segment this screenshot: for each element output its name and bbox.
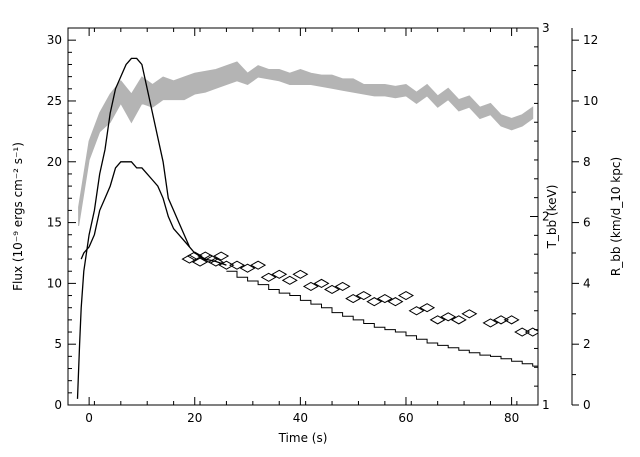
radius-diamond-point (482, 318, 499, 328)
radius-diamond-point (213, 251, 230, 261)
x-tick-label: 0 (85, 411, 93, 425)
x-axis-label: Time (s) (278, 431, 328, 445)
radius-diamond-point (419, 303, 436, 313)
radius-diamond-point (260, 272, 277, 282)
radius-diamond-point (408, 306, 425, 316)
radius-diamond-point (345, 294, 362, 304)
radius-diamond-point (461, 309, 478, 319)
y-left-tick-label: 5 (54, 337, 62, 351)
radius-diamond-point (514, 327, 531, 337)
y-radius-tick-label: 4 (583, 276, 591, 290)
radius-diamond-point (271, 269, 288, 279)
y-left-tick-label: 30 (47, 33, 62, 47)
y-radius-axis-label: R_bb (km/d_10 kpc) (609, 157, 623, 276)
y-left-tick-label: 15 (47, 216, 62, 230)
y-left-axis-label: Flux (10⁻⁹ ergs cm⁻² s⁻¹) (11, 142, 25, 291)
radius-diamond-point (207, 257, 224, 267)
y-left-tick-label: 10 (47, 276, 62, 290)
radius-diamond-point (192, 257, 209, 267)
radius-diamond-point (302, 281, 319, 292)
black-flux-secondary-line (80, 161, 227, 266)
radius-diamond-point (334, 281, 351, 292)
radius-diamond-point (397, 290, 414, 301)
radius-diamond-point (239, 263, 256, 273)
radius-diamond-point (355, 290, 372, 301)
radius-diamond-point (493, 315, 510, 325)
radius-diamond-point (387, 297, 404, 307)
x-tick-label: 20 (187, 411, 202, 425)
radius-diamond-point (503, 315, 520, 325)
radius-diamond-point (376, 294, 393, 304)
radius-diamond-point (440, 312, 457, 322)
y-left-tick-label: 20 (47, 155, 62, 169)
radius-diamond-point (186, 251, 203, 261)
axis-labels: Time (s) Flux (10⁻⁹ ergs cm⁻² s⁻¹) T_bb (k… (11, 142, 623, 445)
radius-diamond-point (429, 315, 446, 325)
radius-diamond-point (292, 269, 309, 279)
y-radius-tick-label: 6 (583, 216, 591, 230)
radius-diamond-point (218, 260, 235, 270)
y-left-tick-label: 25 (47, 94, 62, 108)
radius-diamond-point (366, 297, 383, 307)
y-temperature-tick-label: 1 (542, 398, 550, 412)
temperature-band (78, 61, 534, 226)
x-tick-label: 60 (398, 411, 413, 425)
x-tick-label: 80 (504, 411, 519, 425)
y-radius-tick-label: 12 (583, 33, 598, 47)
radius-diamond-point (313, 278, 330, 288)
flux-step-line (226, 270, 538, 367)
y-left-tick-label: 0 (54, 398, 62, 412)
radius-diamond-point (250, 260, 267, 270)
y-temperature-tick-label: 2 (542, 210, 550, 224)
y-radius-tick-label: 2 (583, 337, 591, 351)
radius-diamond-point (281, 275, 298, 285)
x-tick-label: 40 (293, 411, 308, 425)
y-radius-tick-label: 10 (583, 94, 598, 108)
radius-diamond-point (524, 327, 538, 337)
radius-diamond-point (228, 260, 245, 270)
black-flux-high-resolution-line (76, 57, 191, 399)
radius-diamond-point (450, 315, 467, 325)
radius-diamond-point (324, 284, 341, 295)
y-temperature-tick-label: 3 (542, 21, 550, 35)
y-temperature-axis-label: T_bb (keV) (545, 185, 559, 250)
chart-marks (76, 57, 538, 399)
y-radius-tick-label: 8 (583, 155, 591, 169)
y-radius-tick-label: 0 (583, 398, 591, 412)
